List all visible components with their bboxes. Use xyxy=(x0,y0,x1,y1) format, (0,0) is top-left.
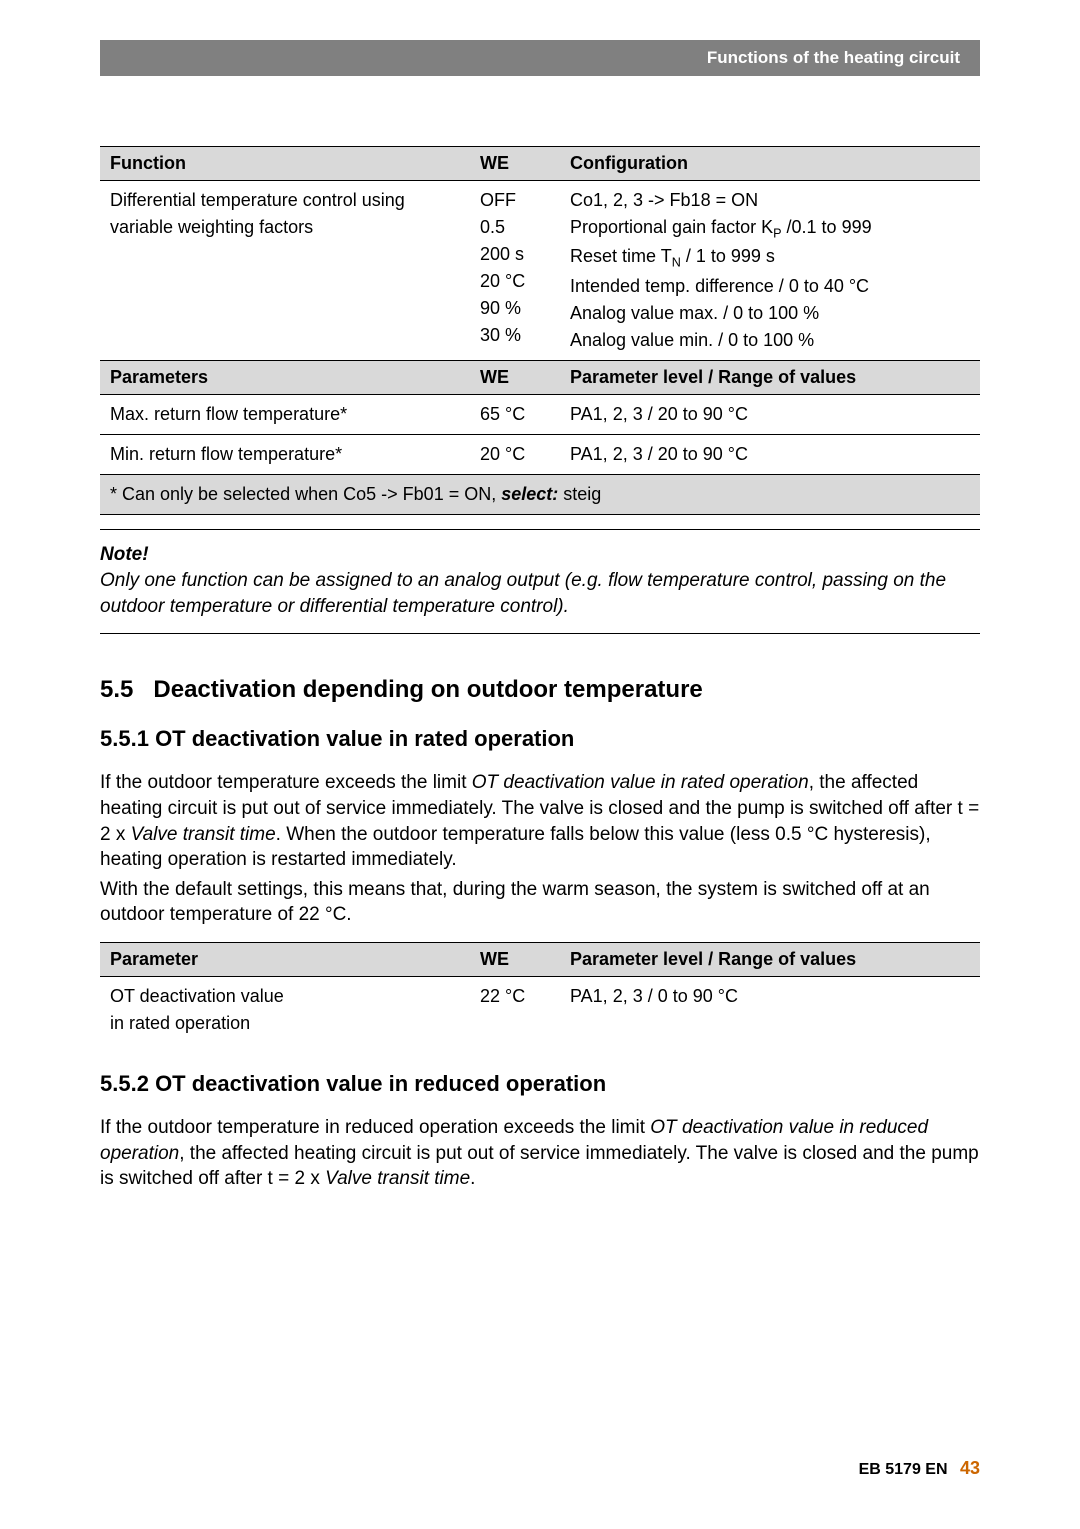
function-cell: Differential temperature control using v… xyxy=(100,181,470,361)
col-function-head: Function xyxy=(100,147,470,181)
header-title: Functions of the heating circuit xyxy=(707,48,960,68)
function-table: Function WE Configuration Differential t… xyxy=(100,146,980,515)
parameter-table: Parameter WE Parameter level / Range of … xyxy=(100,942,980,1043)
we-cell: 65 °C xyxy=(470,394,560,434)
config-val: Proportional gain factor K xyxy=(570,217,773,237)
col-config-head: Parameter level / Range of values xyxy=(560,360,980,394)
param-line: in rated operation xyxy=(110,1013,250,1033)
col-config-head: Parameter level / Range of values xyxy=(560,943,980,977)
col-we-head: WE xyxy=(470,147,560,181)
subsection-number: 5.5.1 xyxy=(100,726,149,751)
footnote-text: * Can only be selected when Co5 -> Fb01 … xyxy=(110,484,501,504)
body-text: , the affected heating circuit is put ou… xyxy=(100,1143,979,1190)
config-val: Reset time T xyxy=(570,246,672,266)
body-italic: Valve transit time xyxy=(325,1168,470,1189)
config-val: Analog value min. / 0 to 100 % xyxy=(570,330,814,350)
table-head-row: Function WE Configuration xyxy=(100,147,980,181)
doc-id: EB 5179 EN xyxy=(859,1461,948,1478)
note-body: Only one function can be assigned to an … xyxy=(100,568,980,619)
config-val: Analog value max. / 0 to 100 % xyxy=(570,303,819,323)
config-val: Intended temp. difference / 0 to 40 °C xyxy=(570,276,869,296)
subsection-title: OT deactivation value in reduced operati… xyxy=(155,1071,606,1096)
page-number: 43 xyxy=(960,1458,980,1478)
body-text: If the outdoor temperature in reduced op… xyxy=(100,1117,650,1138)
we-cell: 20 °C xyxy=(470,434,560,474)
footnote-bold: select: xyxy=(501,484,558,504)
body-italic: OT deactivation value in rated operation xyxy=(472,772,809,793)
paragraph: If the outdoor temperature in reduced op… xyxy=(100,1115,980,1192)
note-block: Note! Only one function can be assigned … xyxy=(100,544,980,619)
config-cell: PA1, 2, 3 / 0 to 90 °C xyxy=(560,977,980,1044)
param-cell: Max. return flow temperature* xyxy=(100,394,470,434)
we-val: 90 % xyxy=(480,298,521,318)
we-cell: 22 °C xyxy=(470,977,560,1044)
section-title: Deactivation depending on outdoor temper… xyxy=(153,676,702,703)
subsection-heading: 5.5.2 OT deactivation value in reduced o… xyxy=(100,1071,980,1097)
header-bar: Functions of the heating circuit xyxy=(100,40,980,76)
subscript: N xyxy=(672,256,681,270)
divider xyxy=(100,633,980,634)
section-number: 5.5 xyxy=(100,676,133,703)
param-cell: OT deactivation value in rated operation xyxy=(100,977,470,1044)
param-line: OT deactivation value xyxy=(110,986,284,1006)
page-footer: EB 5179 EN 43 xyxy=(859,1458,980,1479)
we-val: 20 °C xyxy=(480,271,525,291)
body-text: . xyxy=(470,1168,475,1189)
subscript: P xyxy=(773,227,781,241)
section-heading: 5.5 Deactivation depending on outdoor te… xyxy=(100,676,980,704)
subsection-heading: 5.5.1 OT deactivation value in rated ope… xyxy=(100,726,980,752)
col-config-head: Configuration xyxy=(560,147,980,181)
body-text: If the outdoor temperature exceeds the l… xyxy=(100,772,472,793)
subsection-number: 5.5.2 xyxy=(100,1071,149,1096)
divider xyxy=(100,529,980,530)
table-row: Max. return flow temperature* 65 °C PA1,… xyxy=(100,394,980,434)
we-val: 0.5 xyxy=(480,217,505,237)
subsection-title: OT deactivation value in rated operation xyxy=(155,726,574,751)
we-val: OFF xyxy=(480,190,516,210)
table-footnote-row: * Can only be selected when Co5 -> Fb01 … xyxy=(100,474,980,514)
we-val: 30 % xyxy=(480,325,521,345)
body-italic: Valve transit time xyxy=(131,824,276,845)
config-cell: PA1, 2, 3 / 20 to 90 °C xyxy=(560,434,980,474)
table-head-row: Parameters WE Parameter level / Range of… xyxy=(100,360,980,394)
config-val: Co1, 2, 3 -> Fb18 = ON xyxy=(570,190,758,210)
config-cell: PA1, 2, 3 / 20 to 90 °C xyxy=(560,394,980,434)
note-title: Note! xyxy=(100,544,980,566)
footnote-cell: * Can only be selected when Co5 -> Fb01 … xyxy=(100,474,980,514)
table-row: Min. return flow temperature* 20 °C PA1,… xyxy=(100,434,980,474)
paragraph: With the default settings, this means th… xyxy=(100,877,980,928)
paragraph: If the outdoor temperature exceeds the l… xyxy=(100,770,980,873)
table-head-row: Parameter WE Parameter level / Range of … xyxy=(100,943,980,977)
col-param-head: Parameter xyxy=(100,943,470,977)
config-cell: Co1, 2, 3 -> Fb18 = ON Proportional gain… xyxy=(560,181,980,361)
config-val: /0.1 to 999 xyxy=(782,217,872,237)
col-we-head: WE xyxy=(470,360,560,394)
col-we-head: WE xyxy=(470,943,560,977)
table-row: Differential temperature control using v… xyxy=(100,181,980,361)
col-parameters-head: Parameters xyxy=(100,360,470,394)
we-val: 200 s xyxy=(480,244,524,264)
table-row: OT deactivation value in rated operation… xyxy=(100,977,980,1044)
param-cell: Min. return flow temperature* xyxy=(100,434,470,474)
config-val: / 1 to 999 s xyxy=(681,246,775,266)
footnote-text: steig xyxy=(558,484,601,504)
we-cell: OFF 0.5 200 s 20 °C 90 % 30 % xyxy=(470,181,560,361)
